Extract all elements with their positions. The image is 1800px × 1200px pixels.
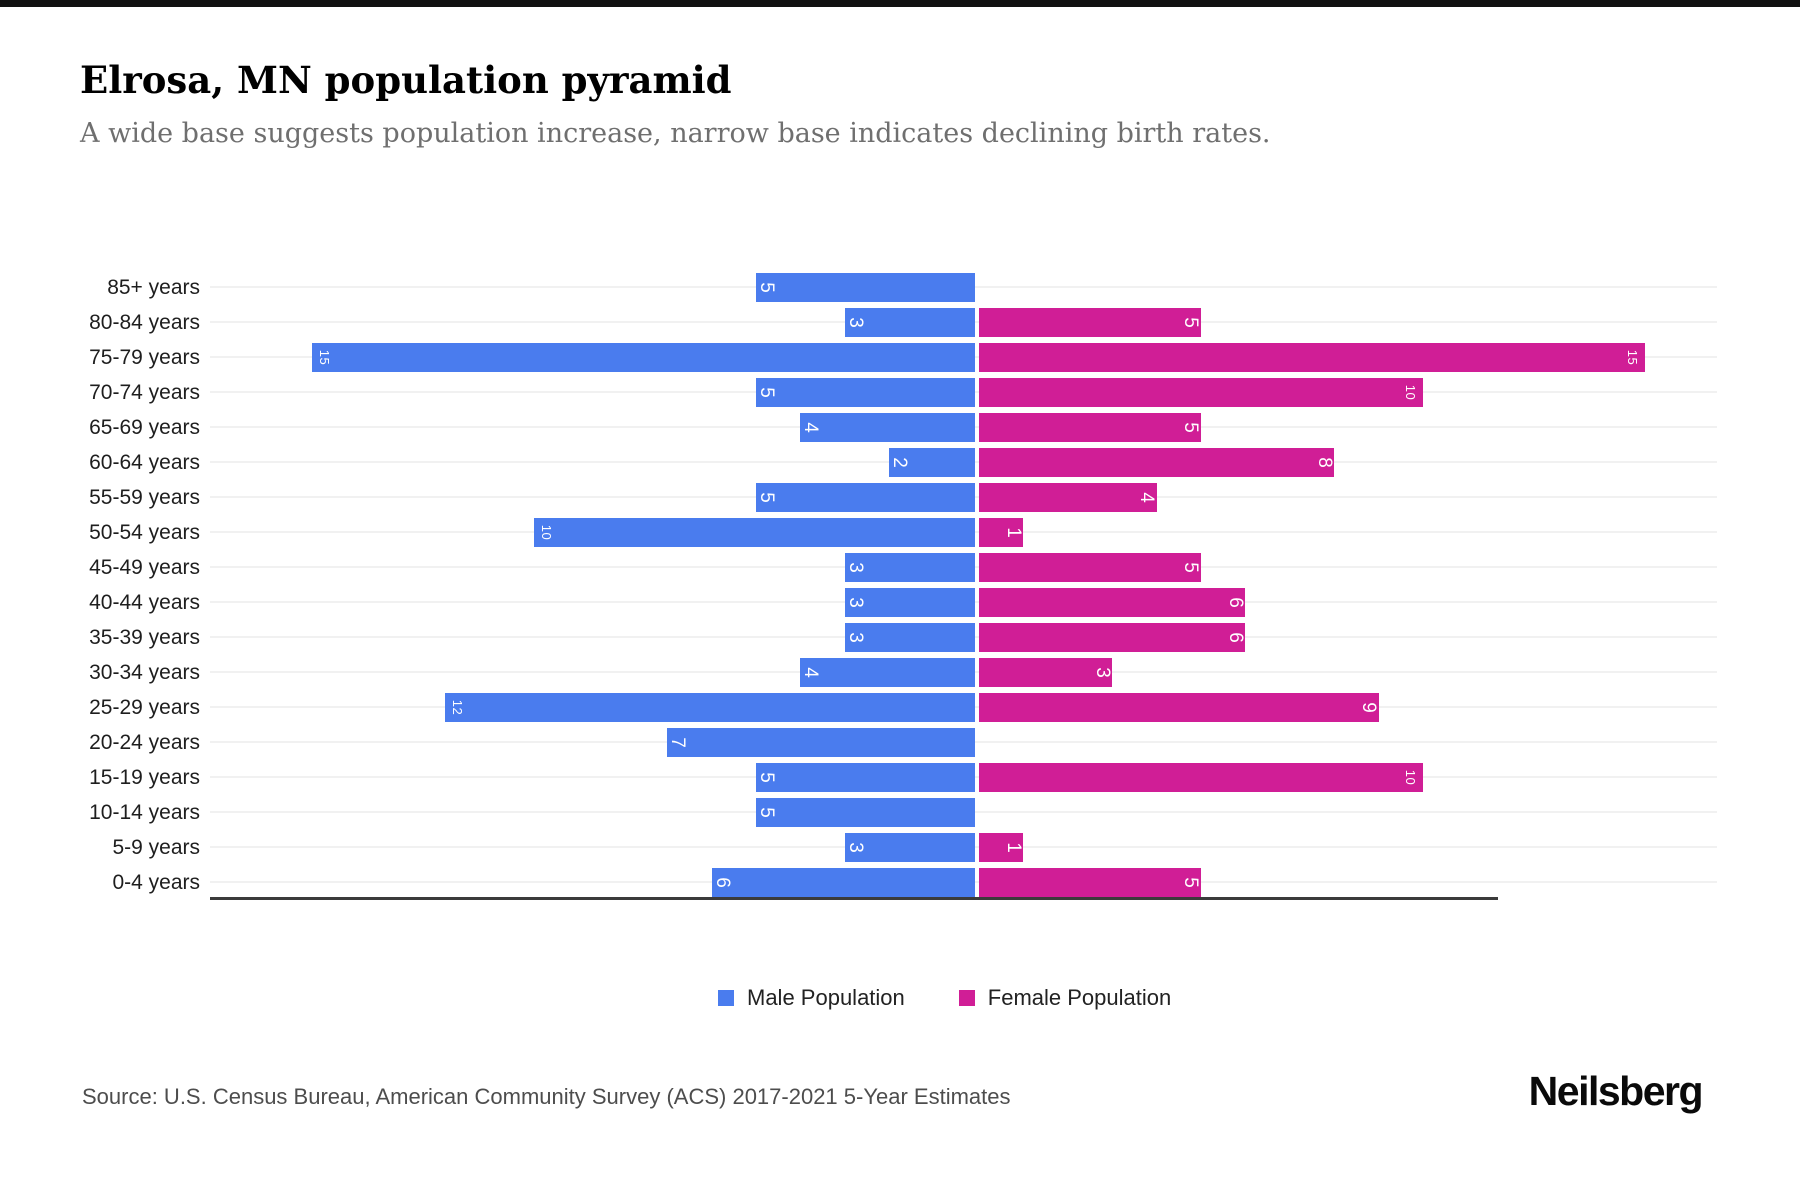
chart-subtitle: A wide base suggests population increase… [80,118,1271,149]
page-title: Elrosa, MN population pyramid [80,58,732,102]
male-bar[interactable]: 2 [889,448,975,477]
female-bar-value: 10 [1402,384,1418,401]
legend-item-male: Male Population [718,985,905,1011]
female-bar[interactable]: 8 [979,448,1335,477]
male-bar-value: 5 [756,492,777,503]
female-bar[interactable]: 5 [979,413,1201,442]
male-swatch-icon [718,990,734,1006]
female-bar-value: 9 [1357,702,1379,713]
legend: Male Population Female Population [718,985,1171,1011]
male-bar[interactable]: 4 [800,413,975,442]
female-bar[interactable]: 1 [979,518,1024,547]
male-bar[interactable]: 5 [756,378,975,407]
age-label: 40-44 years [89,591,200,614]
age-label: 70-74 years [89,381,200,404]
age-label: 85+ years [107,276,200,299]
male-bar[interactable]: 3 [844,308,975,337]
age-label: 25-29 years [89,696,200,719]
legend-item-female: Female Population [958,985,1172,1011]
male-bar-value: 5 [756,282,777,293]
age-label: 45-49 years [89,556,200,579]
male-bar[interactable]: 15 [312,343,975,372]
age-label: 20-24 years [89,731,200,754]
female-bar[interactable]: 3 [979,658,1113,687]
branding-logo: Neilsberg [1528,1068,1704,1114]
female-bar[interactable]: 5 [979,553,1201,582]
male-bar[interactable]: 7 [667,728,975,757]
male-bar-value: 5 [756,807,777,818]
male-bar-value: 3 [844,842,866,853]
female-bar-value: 3 [1091,667,1113,678]
male-bar[interactable]: 5 [756,763,975,792]
female-bar[interactable]: 6 [979,588,1246,617]
top-border [0,0,1800,7]
age-label: 65-69 years [89,416,200,439]
male-bar[interactable]: 3 [844,623,975,652]
age-label: 10-14 years [89,801,200,824]
male-bar[interactable]: 10 [534,518,975,547]
male-bar[interactable]: 5 [756,273,975,302]
male-bar[interactable]: 3 [844,833,975,862]
female-bar[interactable]: 5 [979,868,1201,897]
age-label: 80-84 years [89,311,200,334]
male-bar[interactable]: 3 [844,553,975,582]
male-bar-value: 4 [800,667,822,678]
male-bar-value: 6 [711,877,733,888]
male-bar-value: 10 [539,524,555,541]
age-label: 30-34 years [89,661,200,684]
legend-label-male: Male Population [747,985,905,1010]
age-label: 50-54 years [89,521,200,544]
male-bar[interactable]: 3 [844,588,975,617]
male-bar-value: 5 [756,772,777,783]
female-bar[interactable]: 5 [979,308,1201,337]
female-swatch-icon [958,990,975,1006]
female-bar-value: 15 [1624,349,1640,366]
age-label: 60-64 years [89,451,200,474]
female-bar-value: 1 [1002,842,1024,853]
female-bar[interactable]: 1 [979,833,1024,862]
male-bar[interactable]: 4 [800,658,975,687]
male-bar-value: 15 [317,349,333,366]
male-bar-value: 4 [800,422,822,433]
age-label: 55-59 years [89,486,200,509]
male-bar-value: 3 [844,632,866,643]
female-bar-value: 4 [1135,492,1157,503]
female-bar-value: 5 [1180,562,1201,573]
age-label: 5-9 years [112,836,200,859]
female-bar-value: 5 [1180,317,1201,328]
male-bar-value: 2 [889,457,910,468]
age-label: 15-19 years [89,766,200,789]
female-bar-value: 5 [1180,877,1201,888]
male-bar-value: 3 [844,562,866,573]
female-bar[interactable]: 10 [979,378,1423,407]
male-bar-value: 3 [844,597,866,608]
female-bar[interactable]: 10 [979,763,1423,792]
male-bar[interactable]: 5 [756,483,975,512]
male-bar-value: 7 [667,737,688,748]
age-label: 0-4 years [112,871,200,894]
female-bar-value: 6 [1224,597,1246,608]
x-axis-line [210,897,1498,900]
female-bar-value: 8 [1313,457,1335,468]
male-bar[interactable]: 12 [445,693,975,722]
female-bar-value: 6 [1224,632,1246,643]
female-bar[interactable]: 9 [979,693,1379,722]
legend-label-female: Female Population [987,985,1172,1010]
male-bar[interactable]: 5 [756,798,975,827]
male-bar-value: 3 [844,317,866,328]
female-bar-value: 1 [1002,527,1024,538]
male-bar[interactable]: 6 [711,868,975,897]
male-bar-value: 12 [450,699,466,716]
female-bar[interactable]: 15 [979,343,1645,372]
source-note: Source: U.S. Census Bureau, American Com… [82,1084,1011,1109]
female-bar-value: 10 [1402,769,1418,786]
male-bar-value: 5 [756,387,777,398]
female-bar[interactable]: 6 [979,623,1246,652]
age-label: 75-79 years [89,346,200,369]
female-bar-value: 5 [1180,422,1201,433]
age-label: 35-39 years [89,626,200,649]
female-bar[interactable]: 4 [979,483,1157,512]
